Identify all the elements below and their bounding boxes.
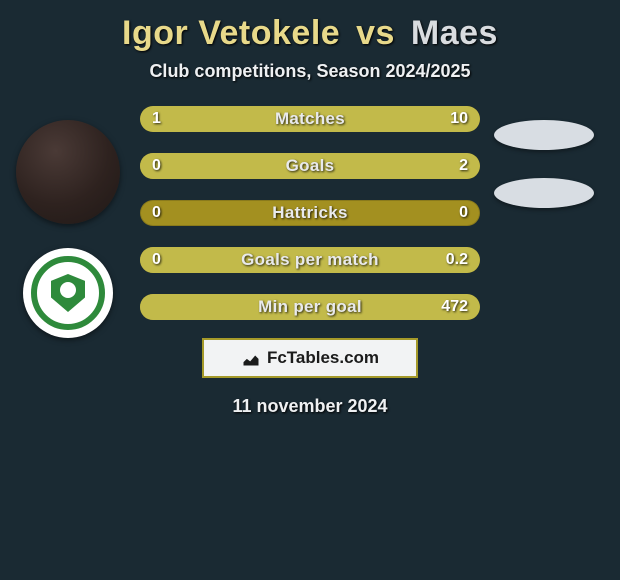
right-ellipse-column	[486, 120, 602, 208]
date-text: 11 november 2024	[232, 396, 387, 417]
stat-label: Matches	[275, 109, 345, 129]
club-badge	[23, 248, 113, 338]
opponent-ellipse	[494, 178, 594, 208]
right-value: 0	[459, 204, 468, 222]
stat-label: Goals per match	[241, 250, 379, 270]
stat-label: Hattricks	[272, 203, 347, 223]
left-value: 0	[152, 157, 161, 175]
right-value: 0.2	[446, 251, 468, 269]
left-value: 0	[152, 251, 161, 269]
stat-bar: 0 Hattricks 0	[140, 200, 480, 226]
right-value: 10	[450, 110, 468, 128]
player-avatar	[16, 120, 120, 224]
vs-text: vs	[356, 14, 395, 52]
club-badge-inner	[31, 256, 105, 330]
chart-icon	[241, 348, 261, 368]
right-value: 472	[441, 298, 468, 316]
brand-badge: FcTables.com	[202, 338, 418, 378]
player2-name: Maes	[411, 14, 498, 52]
page-title: Igor Vetokele vs Maes	[122, 14, 498, 53]
left-value: 0	[152, 204, 161, 222]
stat-label: Min per goal	[258, 297, 362, 317]
stat-bar: 0 Goals 2	[140, 153, 480, 179]
left-avatar-column	[8, 120, 128, 338]
left-value: 1	[152, 110, 161, 128]
stat-label: Goals	[286, 156, 335, 176]
stat-bar: 1 Matches 10	[140, 106, 480, 132]
stat-bar: Min per goal 472	[140, 294, 480, 320]
opponent-ellipse	[494, 120, 594, 150]
subtitle: Club competitions, Season 2024/2025	[149, 61, 470, 82]
brand-text: FcTables.com	[267, 348, 379, 368]
stat-bar: 0 Goals per match 0.2	[140, 247, 480, 273]
player1-name: Igor Vetokele	[122, 14, 340, 52]
right-value: 2	[459, 157, 468, 175]
